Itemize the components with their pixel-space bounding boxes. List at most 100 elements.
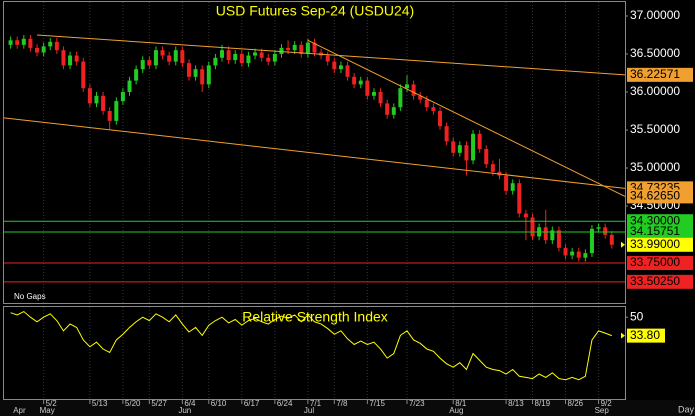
candle-body: [385, 103, 390, 115]
chart-title: USD Futures Sep-24 (USDU24): [216, 3, 414, 19]
candle-body: [365, 80, 370, 96]
x-tick-label: 6/17: [244, 399, 260, 408]
rsi-line: [10, 310, 612, 381]
level-label-box: [627, 67, 693, 82]
candle-body: [404, 84, 409, 89]
x-tick-label: 7/23: [409, 399, 425, 408]
candle-body: [378, 91, 383, 104]
y-tick-label: 36.00000: [630, 84, 680, 98]
candle-body: [431, 107, 436, 111]
candle-body: [490, 164, 495, 172]
x-tick-label: 5/20: [125, 399, 141, 408]
x-tick-label: 9/2: [601, 399, 613, 408]
candle-body: [391, 107, 396, 115]
candle-body: [140, 60, 145, 70]
candle-body: [127, 80, 132, 92]
candle-body: [438, 110, 443, 127]
candle-body: [87, 88, 92, 104]
candle-body: [286, 47, 291, 51]
x-tick-label: 5/27: [151, 399, 167, 408]
candle-body: [325, 55, 330, 62]
y-tick-label: 36.50000: [630, 46, 680, 60]
rsi-title: Relative Strength Index: [242, 309, 388, 325]
x-tick-label: 7/1: [310, 399, 322, 408]
month-label: Sep: [595, 406, 610, 415]
candle-body: [41, 46, 46, 53]
candle-body: [48, 41, 53, 47]
candle-body: [517, 183, 522, 214]
marks: [3, 34, 626, 381]
candle-body: [68, 55, 73, 66]
candle-body: [21, 38, 26, 45]
y-tick-label: 37.00000: [630, 8, 680, 22]
month-label: Jun: [178, 406, 191, 415]
x-tick-label: 8/13: [508, 399, 524, 408]
candle-body: [200, 69, 205, 85]
x-tick-label: 5/13: [92, 399, 108, 408]
candle-body: [15, 40, 20, 45]
candle-body: [81, 61, 86, 89]
level-label: 33.75000: [630, 255, 680, 269]
candle-body: [305, 42, 310, 54]
rsi-value-box: [627, 328, 665, 343]
level-label-box: [627, 189, 693, 204]
candle-body: [246, 55, 251, 64]
candle-body: [451, 141, 456, 153]
candle-body: [134, 69, 139, 81]
candle-body: [589, 228, 594, 254]
candle-body: [107, 110, 112, 121]
x-tick-label: 8/1: [455, 399, 467, 408]
candle-body: [471, 133, 476, 161]
candle-body: [220, 50, 225, 58]
x-tick-label: 7/8: [336, 399, 348, 408]
candle-body: [279, 47, 284, 54]
candle-body: [173, 50, 178, 62]
candle-body: [206, 65, 211, 85]
candle-body: [464, 145, 469, 161]
candle-body: [332, 61, 337, 70]
candle-body: [272, 53, 277, 62]
candle-body: [484, 149, 489, 165]
level-label: 34.15751: [630, 224, 680, 238]
candle-body: [457, 145, 462, 153]
candle-body: [8, 40, 13, 45]
level-label-box: [627, 214, 693, 229]
x-tick-label: 5/2: [46, 399, 58, 408]
level-label: 36.22571: [630, 67, 680, 81]
level-label: 34.30000: [630, 213, 680, 227]
candle-body: [398, 88, 403, 108]
candle-body: [35, 47, 40, 53]
candle-body: [299, 44, 304, 54]
candle-body: [576, 251, 581, 258]
candle-body: [352, 76, 357, 85]
candle-body: [186, 63, 191, 77]
candle-body: [603, 227, 608, 235]
candle-body: [358, 80, 363, 85]
last-price-arrow: [621, 241, 625, 248]
candle-body: [444, 126, 449, 142]
trend-line: [3, 117, 626, 189]
candle-body: [266, 57, 271, 62]
candle-body: [570, 251, 575, 256]
note: No Gaps: [14, 292, 46, 301]
month-label: Jul: [304, 406, 314, 415]
candle-body: [504, 175, 509, 191]
x-tick-label: 7/15: [369, 399, 385, 408]
x-tick-label: 6/24: [277, 399, 293, 408]
last-price-label: 33.99000: [630, 237, 680, 251]
x-tick-label: 6/4: [184, 399, 196, 408]
level-label-box: [627, 256, 693, 271]
candle-body: [371, 91, 376, 96]
x-tick-label: 8/19: [535, 399, 551, 408]
y-tick-label: 35.50000: [630, 122, 680, 136]
candle-body: [233, 53, 238, 61]
month-label: Apr: [13, 406, 26, 415]
candle-body: [94, 95, 99, 104]
x-axis-strip: [0, 400, 695, 416]
rsi-arrow: [621, 332, 625, 339]
level-label: 34.62650: [630, 189, 680, 203]
candle-body: [530, 217, 535, 237]
candle-body: [556, 230, 561, 248]
candle-body: [609, 234, 614, 245]
